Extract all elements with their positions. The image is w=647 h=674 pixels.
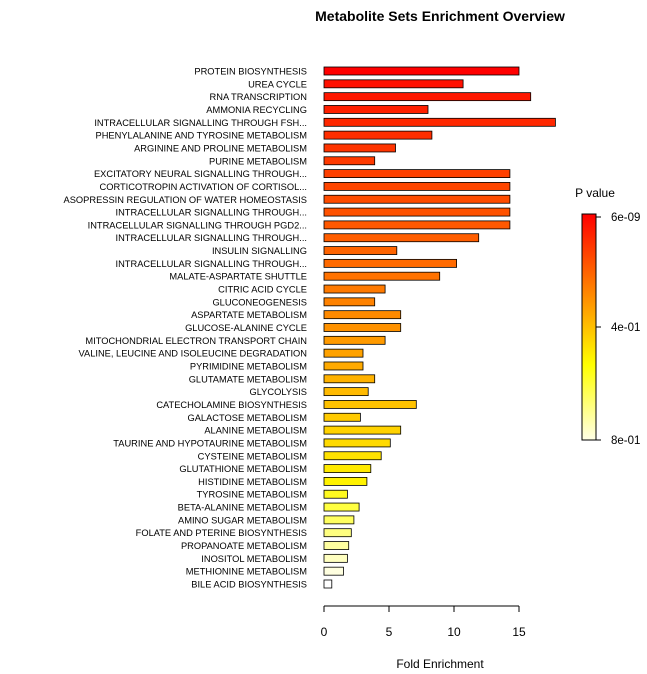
category-labels: PROTEIN BIOSYNTHESIS UREA CYCLE RNA TRANSC…: [64, 67, 307, 590]
bar: [323, 117, 556, 127]
category-label: CORTICOTROPIN ACTIVATION OF CORTISOL...: [100, 182, 307, 192]
category-label: MALATE-ASPARTATE SHUTTLE: [169, 272, 307, 282]
category-label: TAURINE AND HYPOTAURINE METABOLISM: [113, 438, 307, 448]
bar: [323, 233, 480, 243]
category-label: GLUCOSE-ALANINE CYCLE: [185, 323, 307, 333]
category-label: INSULIN SIGNALLING: [212, 246, 307, 256]
bar: [323, 425, 402, 435]
category-label: FOLATE AND PTERINE BIOSYNTHESIS: [136, 528, 307, 538]
category-label: INTRACELLULAR SIGNALLING THROUGH...: [116, 259, 308, 269]
bar: [323, 66, 520, 76]
chart-title: Metabolite Sets Enrichment Overview: [315, 8, 565, 24]
bar: [323, 348, 364, 358]
category-label: RNA TRANSCRIPTION: [210, 92, 307, 102]
category-label: METHIONINE METABOLISM: [186, 567, 307, 577]
category-label: CATECHOLAMINE BIOSYNTHESIS: [156, 400, 307, 410]
bar: [323, 182, 511, 191]
category-label: GLUTAMATE METABOLISM: [189, 374, 307, 384]
bar: [323, 143, 396, 153]
bar: [323, 105, 429, 114]
bar: [323, 79, 464, 89]
category-label: PYRIMIDINE METABOLISM: [190, 361, 307, 371]
x-axis-label: Fold Enrichment: [396, 657, 484, 671]
category-label: ARGININE AND PROLINE METABOLISM: [134, 143, 307, 153]
bar: [323, 297, 376, 307]
category-label: BETA-ALANINE METABOLISM: [178, 503, 307, 513]
legend-tick-label: 4e-01: [611, 322, 640, 334]
category-label: GALACTOSE METABOLISM: [187, 413, 307, 423]
bar: [323, 361, 364, 371]
bar: [323, 515, 355, 525]
bar: [323, 271, 441, 281]
bar: [323, 553, 348, 563]
category-label: ASOPRESSIN REGULATION OF WATER HOMEOSTAS…: [64, 195, 307, 205]
bar: [323, 374, 376, 384]
legend-title: P value: [575, 186, 615, 200]
bar: [323, 92, 532, 102]
category-label: INTRACELLULAR SIGNALLING THROUGH...: [116, 208, 308, 218]
category-label: HISTIDINE METABOLISM: [198, 477, 307, 487]
category-label: INTRACELLULAR SIGNALLING THROUGH FSH...: [94, 118, 307, 128]
bar: [323, 335, 386, 345]
category-label: AMMONIA RECYCLING: [206, 105, 307, 115]
bar: [323, 400, 417, 409]
bar: [323, 310, 402, 320]
category-label: MITOCHONDRIAL ELECTRON TRANSPORT CHAIN: [85, 336, 307, 346]
category-label: INOSITOL METABOLISM: [201, 554, 307, 564]
bar: [323, 579, 333, 589]
legend-tick-label: 8e-01: [611, 435, 640, 447]
bar: [323, 284, 386, 294]
bar: [323, 169, 511, 179]
category-label: GLUTATHIONE METABOLISM: [179, 464, 307, 474]
category-label: AMINO SUGAR METABOLISM: [178, 515, 307, 525]
x-tick-label: 15: [512, 625, 526, 639]
legend-color-bar: [581, 213, 597, 441]
bar: [323, 566, 344, 576]
bar: [323, 464, 372, 473]
bars: [323, 66, 556, 589]
bar: [323, 438, 391, 448]
bar: [323, 412, 361, 422]
category-label: PHENYLALANINE AND TYROSINE METABOLISM: [96, 131, 307, 141]
bar: [323, 207, 511, 217]
category-label: PURINE METABOLISM: [209, 156, 307, 166]
category-label: BILE ACID BIOSYNTHESIS: [191, 580, 307, 590]
category-label: VALINE, LEUCINE AND ISOLEUCINE DEGRADATI…: [78, 349, 307, 359]
bar: [323, 130, 433, 140]
category-label: PROPANOATE METABOLISM: [181, 541, 307, 551]
category-label: UREA CYCLE: [248, 79, 307, 89]
category-label: TYROSINE METABOLISM: [197, 490, 307, 500]
category-label: GLYCOLYSIS: [249, 387, 307, 397]
category-label: PROTEIN BIOSYNTHESIS: [194, 67, 307, 77]
x-tick-label: 0: [321, 625, 328, 639]
legend-tick-label: 6e-09: [611, 212, 640, 224]
bar: [323, 258, 458, 268]
bar: [323, 451, 382, 461]
bar: [323, 246, 398, 255]
bar: [323, 387, 369, 397]
bar: [323, 502, 360, 512]
category-label: INTRACELLULAR SIGNALLING THROUGH PGD2...: [88, 220, 307, 230]
category-label: EXCITATORY NEURAL SIGNALLING THROUGH...: [94, 169, 307, 179]
category-label: CITRIC ACID CYCLE: [218, 285, 307, 295]
pvalue-legend: P value 6e-09 4e-01 8e-01: [575, 186, 640, 447]
bar: [323, 541, 350, 550]
bar: [323, 323, 402, 332]
bar: [323, 194, 511, 204]
category-label: CYSTEINE METABOLISM: [198, 451, 307, 461]
x-tick-label: 5: [386, 625, 393, 639]
bar: [323, 156, 376, 166]
bar: [323, 528, 352, 538]
category-label: GLUCONEOGENESIS: [212, 297, 307, 307]
x-tick-label: 10: [447, 625, 461, 639]
category-label: ASPARTATE METABOLISM: [191, 310, 307, 320]
x-axis: 0 5 10 15: [321, 605, 526, 639]
bar: [323, 489, 348, 499]
bar: [323, 476, 368, 486]
category-label: ALANINE METABOLISM: [204, 426, 307, 436]
bar: [323, 220, 511, 230]
category-label: INTRACELLULAR SIGNALLING THROUGH...: [116, 233, 308, 243]
